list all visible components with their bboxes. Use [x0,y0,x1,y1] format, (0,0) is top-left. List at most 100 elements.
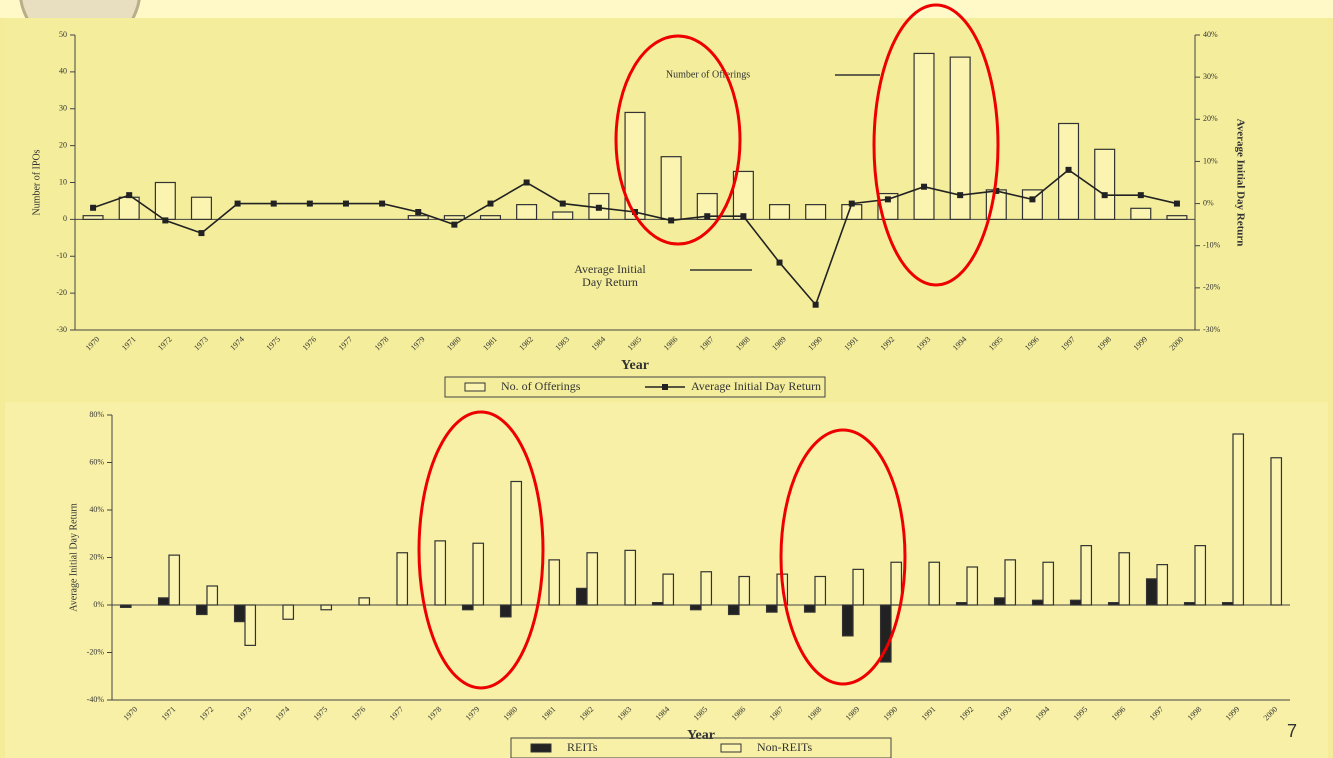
bar [1071,600,1081,605]
bar [1233,434,1243,605]
bar [481,216,501,220]
bar [169,555,179,605]
line-marker [343,201,349,207]
x-axis-title: Year [621,358,649,373]
bar [435,541,445,605]
bar [767,605,777,612]
bar [995,598,1005,605]
legend-label: Non-REITs [757,740,812,754]
y2-tick-label: 10% [1203,156,1218,165]
line-marker [487,201,493,207]
line-marker [560,201,566,207]
legend-swatch [531,744,551,752]
bar [1131,208,1151,219]
y-tick-label: 60% [89,457,104,466]
y-tick-label: -20 [56,288,67,297]
legend-label: REITs [567,740,598,754]
y-tick-label: -10 [56,251,67,260]
y2-tick-label: 40% [1203,30,1218,39]
line-marker [704,213,710,219]
y-tick-label: 50 [59,30,67,39]
y2-tick-label: -30% [1203,325,1221,334]
bar [501,605,511,617]
y2-tick-label: 20% [1203,114,1218,123]
line-marker [813,302,819,308]
bar [473,543,483,605]
y-axis-title: Number of IPOs [31,149,42,215]
annotation: Number of Offerings [666,69,750,80]
line-marker [90,205,96,211]
line-marker [162,217,168,223]
line-marker [849,201,855,207]
bar [444,216,464,220]
bar [770,205,790,220]
y-tick-label: -40% [87,695,105,704]
bar [463,605,473,610]
y-tick-label: -20% [87,647,105,656]
y-tick-label: 0% [93,600,104,609]
bar [207,586,217,605]
bar [321,605,331,610]
line-marker [451,222,457,228]
bar [235,605,245,622]
bar [511,482,521,606]
bar [1157,565,1167,605]
bar [957,603,967,605]
x-axis-title: Year [687,728,715,743]
bar [1223,603,1233,605]
slide-number: 7 [1287,721,1297,741]
line-marker [1102,192,1108,198]
legend-label: Average Initial Day Return [691,379,821,393]
bar [1033,600,1043,605]
bar [587,553,597,605]
bar [408,216,428,220]
line-marker [596,205,602,211]
line-marker [921,184,927,190]
bar [549,560,559,605]
bar [739,577,749,606]
bar [245,605,255,645]
bar [1109,603,1119,605]
line-marker [668,217,674,223]
line-marker [126,192,132,198]
line-marker [235,201,241,207]
y-tick-label: 20 [59,140,67,149]
bar [729,605,739,615]
y-tick-label: -30 [56,325,67,334]
legend-swatch [721,744,741,752]
bar [691,605,701,610]
bar [663,574,673,605]
line-marker [307,201,313,207]
y2-tick-label: 30% [1203,72,1218,81]
bar [192,197,212,219]
y2-tick-label: -10% [1203,241,1221,250]
bar [121,605,131,607]
bar [397,553,407,605]
bar [553,212,573,219]
bar [661,157,681,220]
line-marker [740,213,746,219]
bar [843,605,853,636]
bar [853,569,863,605]
line-marker [1029,196,1035,202]
legend-label: No. of Offerings [501,379,581,393]
bar [283,605,293,619]
bar [891,562,901,605]
y-tick-label: 30 [59,104,67,113]
title-strip [0,0,1333,18]
bar [842,205,862,220]
bar [1043,562,1053,605]
y-tick-label: 20% [89,552,104,561]
y-tick-label: 40% [89,505,104,514]
bar [1119,553,1129,605]
legend-swatch [662,384,668,390]
y2-tick-label: -20% [1203,283,1221,292]
y-tick-label: 40 [59,67,67,76]
bar [929,562,939,605]
bar [1005,560,1015,605]
bar [155,183,175,220]
legend-swatch [465,383,485,391]
line-marker [198,230,204,236]
annotation: Average Initial [574,262,646,276]
line-marker [1066,167,1072,173]
